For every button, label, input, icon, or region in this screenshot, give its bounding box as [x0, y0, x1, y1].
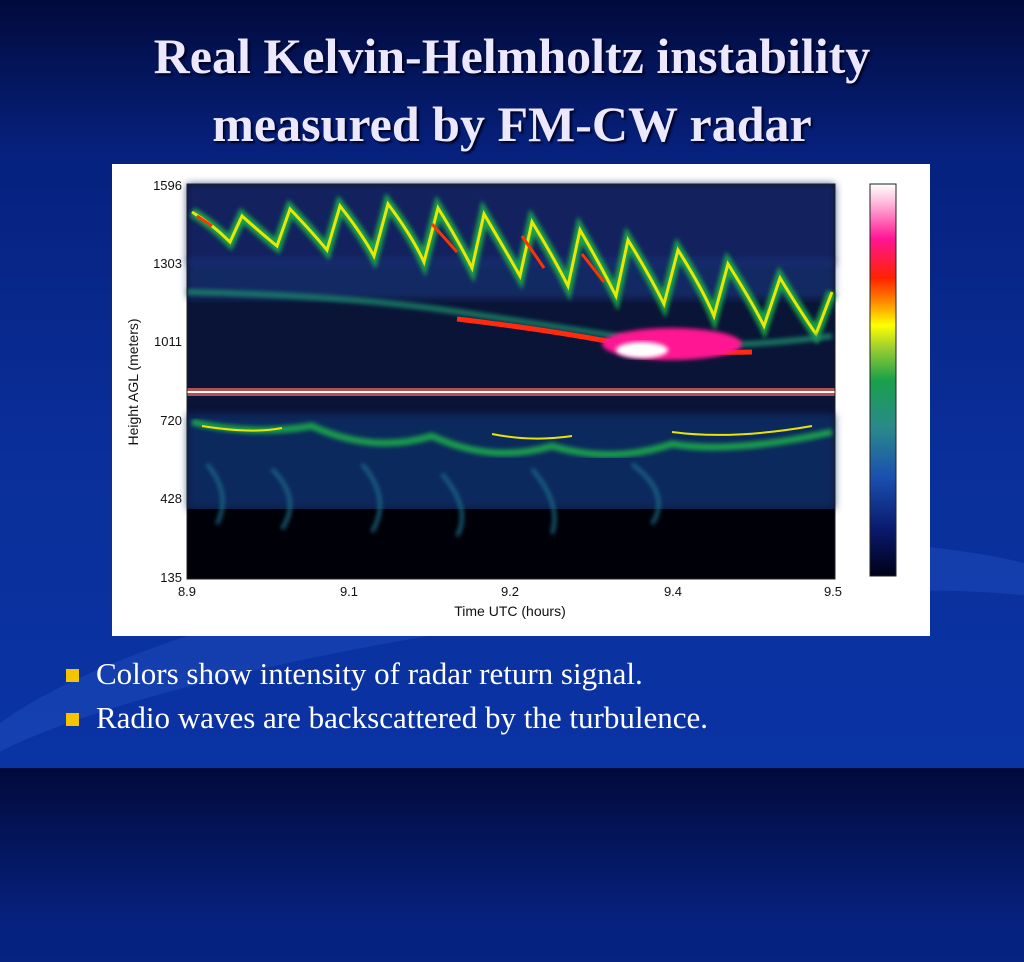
- x-tick-label: 9.4: [664, 584, 682, 599]
- x-axis-label: Time UTC (hours): [454, 603, 566, 619]
- y-tick-label: 720: [160, 413, 182, 428]
- y-axis-label: Height AGL (meters): [125, 318, 141, 445]
- bullet-text: Colors show intensity of radar return si…: [96, 656, 643, 691]
- bullet-item: Radio waves are backscattered by the tur…: [62, 696, 992, 740]
- title-line-2: measured by FM-CW radar: [212, 96, 812, 152]
- lower-plumes: [205, 462, 661, 537]
- bullet-marker-icon: [66, 713, 79, 726]
- x-tick-label: 9.1: [340, 584, 358, 599]
- radar-artifact-core: [187, 391, 835, 393]
- billow-band-yellow: [191, 200, 834, 338]
- plot-area: [186, 184, 837, 579]
- y-tick-label: 1011: [154, 334, 182, 349]
- y-tick-label: 1303: [153, 256, 182, 271]
- bullet-item: Colors show intensity of radar return si…: [62, 652, 992, 696]
- max-intensity-core: [616, 342, 668, 358]
- bullet-list: Colors show intensity of radar return si…: [62, 652, 992, 740]
- slide-title: Real Kelvin-Helmholtz instability measur…: [0, 22, 1024, 158]
- y-tick-label: 135: [160, 570, 182, 585]
- title-line-1: Real Kelvin-Helmholtz instability: [153, 28, 871, 84]
- radar-chart: 1596 1303 1011 720 428 135 8.9 9.1 9.2 9…: [125, 178, 897, 619]
- bullet-marker-icon: [66, 669, 79, 682]
- x-tick-label: 8.9: [178, 584, 196, 599]
- y-tick-label: 428: [160, 491, 182, 506]
- x-tick-label: 9.5: [824, 584, 842, 599]
- colorbar: [869, 183, 897, 577]
- radar-figure: 1596 1303 1011 720 428 135 8.9 9.1 9.2 9…: [112, 164, 930, 636]
- billow-red-streaks: [196, 214, 606, 283]
- y-tick-label: 1596: [153, 178, 182, 193]
- bullet-text: Radio waves are backscattered by the tur…: [96, 700, 708, 735]
- plot-frame: [186, 183, 836, 580]
- ground-dark-band: [187, 509, 835, 579]
- lower-turbulence-green: [191, 418, 833, 458]
- lower-turbulence-yellow: [201, 425, 813, 440]
- x-tick-label: 9.2: [501, 584, 519, 599]
